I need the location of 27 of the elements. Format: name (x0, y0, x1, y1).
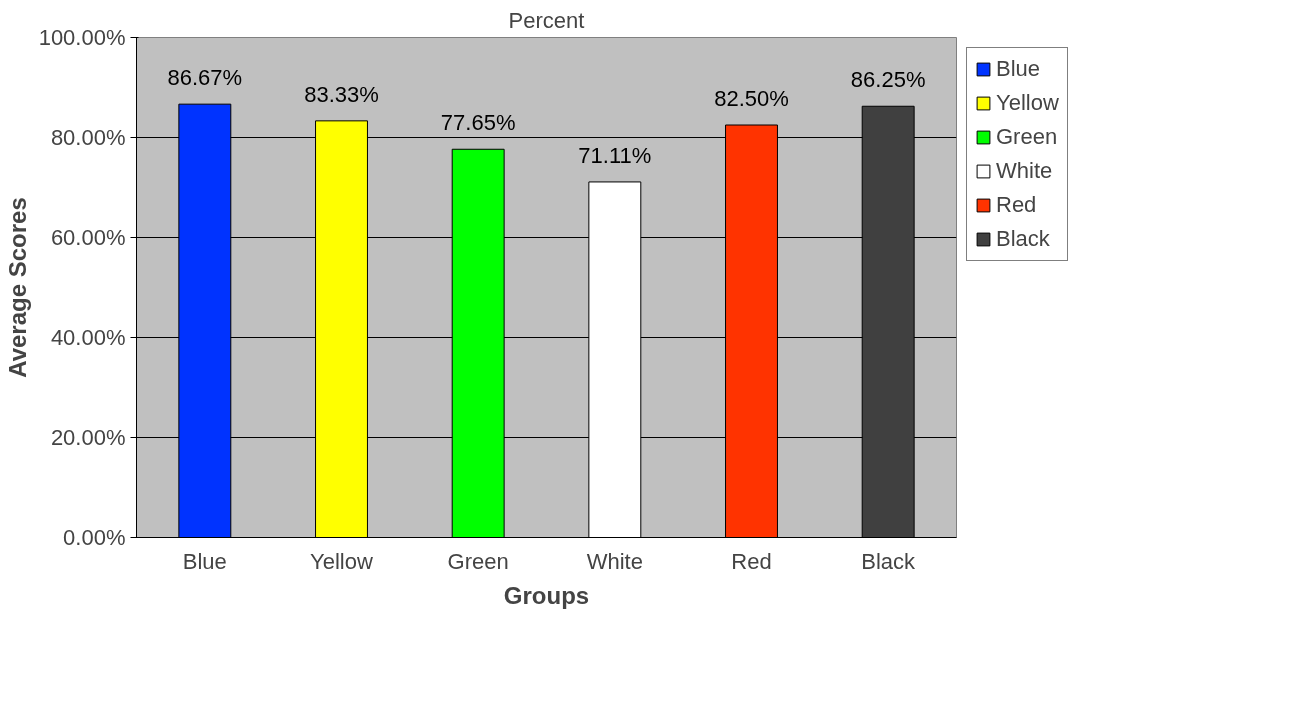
legend-label: Green (996, 124, 1058, 150)
legend-label: Blue (996, 56, 1041, 82)
y-tick-label: 100.00% (38, 25, 126, 50)
legend-label: Black (996, 226, 1050, 252)
y-tick-label: 60.00% (50, 225, 126, 250)
legend-label: Yellow (996, 90, 1059, 116)
data-label: 83.33% (304, 81, 379, 107)
x-tick-label: White (586, 548, 643, 574)
x-axis-title: Groups (503, 581, 590, 609)
y-tick-label: 40.00% (50, 325, 126, 350)
x-tick-label: Blue (182, 548, 227, 574)
legend-label: White (996, 158, 1053, 184)
x-tick-label: Green (447, 548, 509, 574)
data-label: 71.11% (578, 142, 652, 168)
y-axis-title: Average Scores (3, 197, 31, 378)
x-tick-label: Red (731, 548, 772, 574)
x-tick-label: Yellow (310, 548, 374, 574)
data-label: 82.50% (714, 86, 789, 111)
legend-label: Red (996, 192, 1037, 218)
x-tick-label: Black (861, 548, 917, 574)
data-label: 86.25% (850, 67, 926, 93)
y-tick-label: 20.00% (50, 425, 126, 450)
y-tick-label: 0.00% (63, 525, 126, 550)
data-label: 77.65% (440, 110, 516, 136)
chart-title: Percent (508, 7, 585, 33)
y-tick-label: 80.00% (50, 125, 126, 150)
data-label: 86.67% (167, 65, 243, 91)
